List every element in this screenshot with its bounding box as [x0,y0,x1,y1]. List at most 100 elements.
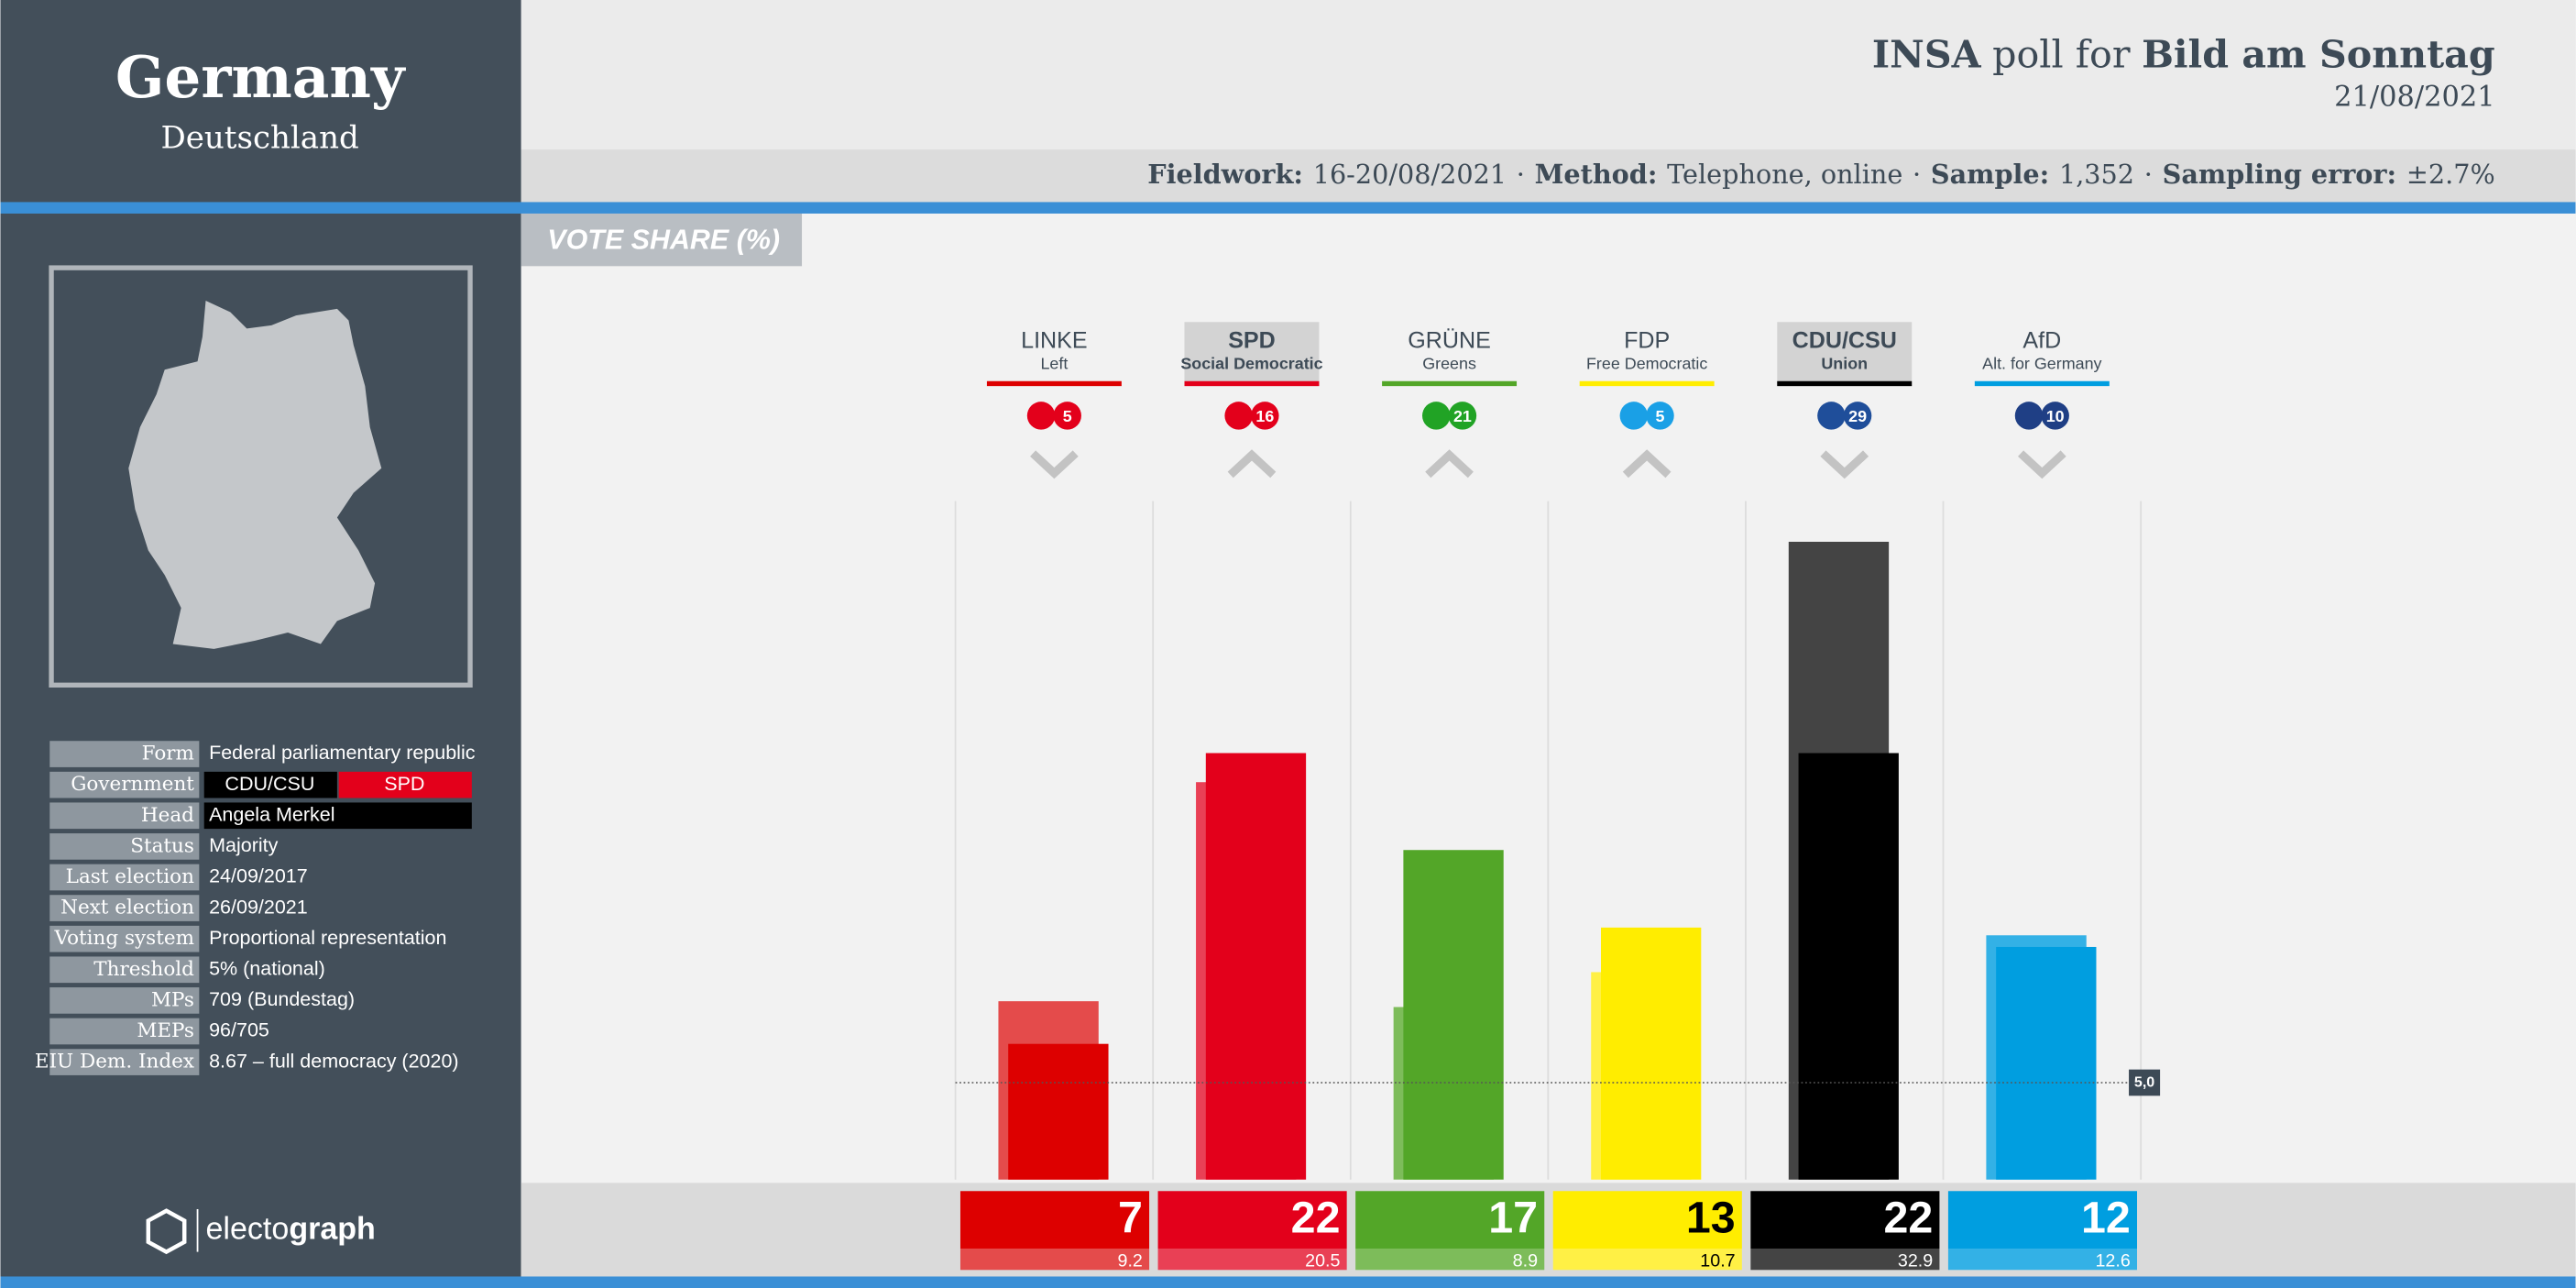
info-label-bg [49,956,200,984]
detail-label: Sampling error: [2163,158,2396,189]
government-party: CDU/CSU [225,773,314,795]
party-subtitle: Union [1821,355,1868,373]
info-label: Threshold [93,958,194,981]
previous-box [1947,1248,2138,1271]
party-subtitle: Social Democratic [1180,355,1322,373]
result-label: 17 [1488,1193,1538,1242]
info-value: 709 (Bundestag) [209,988,355,1010]
brand-bold: graph [289,1211,376,1246]
info-value: 5% (national) [209,957,325,979]
party-underline [1777,380,1913,387]
trend-chevron [1030,450,1079,479]
badge [1843,402,1872,430]
info-label: MEPs [137,1019,194,1042]
party-name: GRÜNE [1408,327,1491,353]
separator: · [2144,158,2153,189]
info-label: Status [130,834,194,857]
detail-value: 1,352 [2059,158,2134,189]
result-box [1750,1191,1940,1249]
info-label: Next election [60,897,194,919]
badge-logo [1619,402,1649,430]
party-name: SPD [1228,327,1276,353]
section-tab [521,213,803,267]
badge [1646,402,1674,430]
info-label: EIU Dem. Index [35,1051,194,1073]
info-label-bg [49,987,200,1014]
bar [1996,946,2097,1180]
badge-number: 10 [2046,407,2065,425]
badge-logo [1224,402,1253,430]
trend-chevron [1227,449,1277,479]
threshold-label-bg [2129,1069,2161,1096]
country: Germany [115,43,406,111]
bar [1008,1043,1109,1180]
brand-icon [146,1208,187,1255]
map-frame [49,265,473,688]
result-box [1355,1191,1545,1249]
trend-chevron [1622,449,1672,479]
party-name: AfD [2022,327,2061,353]
info-label: MPs [151,988,194,1011]
header-band [521,0,2576,150]
trend-chevron [1425,449,1474,479]
threshold-label: 5,0 [2134,1073,2154,1090]
result-label: 7 [1118,1193,1143,1242]
badge [1251,402,1279,430]
party-subtitle: Alt. for Germany [1982,355,2101,373]
badge-number: 5 [1063,407,1072,425]
party-underline [1382,380,1518,387]
previous-label: 20.5 [1305,1251,1340,1271]
info-value: Proportional representation [209,927,446,949]
country-native: Deutschland [160,119,358,156]
info-label: Voting system [54,927,194,950]
badge-number: 29 [1848,407,1867,425]
info-highlight [203,802,472,830]
party-subtitle: Greens [1422,355,1476,373]
info-label-bg [49,1049,200,1075]
poll-date: 21/08/2021 [2334,82,2495,114]
badge-logo [1422,402,1451,430]
government-party-bg [203,771,337,798]
badge [1448,402,1477,430]
previous-label: 10.7 [1700,1251,1735,1271]
badge-logo [1817,402,1846,430]
badge-number: 21 [1453,407,1472,425]
poll-for: poll for [1992,32,2131,76]
party-underline [986,380,1122,387]
previous-label: 12.6 [2095,1251,2130,1271]
badge-logo [2014,402,2044,430]
brand-name: electograph [206,1211,376,1246]
info-label-bg [49,741,200,767]
bottom-band [521,1183,2576,1277]
government-party-bg [338,771,472,798]
info-value: 96/705 [209,1019,269,1041]
party-underline [1184,380,1320,387]
result-label: 13 [1686,1193,1736,1242]
result-box [959,1191,1150,1249]
info-value: Angela Merkel [209,803,334,825]
bar [1600,927,1702,1180]
previous-label: 8.9 [1513,1251,1538,1271]
bottom-stripe [0,1276,2576,1288]
badge-logo [1026,402,1056,430]
detail-value: ±2.7% [2406,158,2495,189]
info-value: Majority [209,834,279,856]
info-value: 8.67 – full democracy (2020) [209,1050,458,1072]
poll-title: INSA poll for Bild am Sonntag [1872,31,2495,76]
section-title: VOTE SHARE (%) [547,224,780,255]
info-label-bg [49,1018,200,1045]
info-label-bg [49,925,200,952]
party-name: FDP [1624,327,1670,353]
party-name: CDU/CSU [1792,327,1897,353]
separator: · [1517,158,1525,189]
details-band [521,149,2576,204]
info-value: Federal parliamentary republic [209,742,476,764]
detail-label: Sample: [1931,158,2049,189]
result-box [1157,1191,1347,1249]
info-label-bg [49,771,200,798]
info-label: Form [142,743,194,765]
party-name: LINKE [1021,327,1087,353]
info-label: Last election [66,865,194,888]
badge [2041,402,2069,430]
